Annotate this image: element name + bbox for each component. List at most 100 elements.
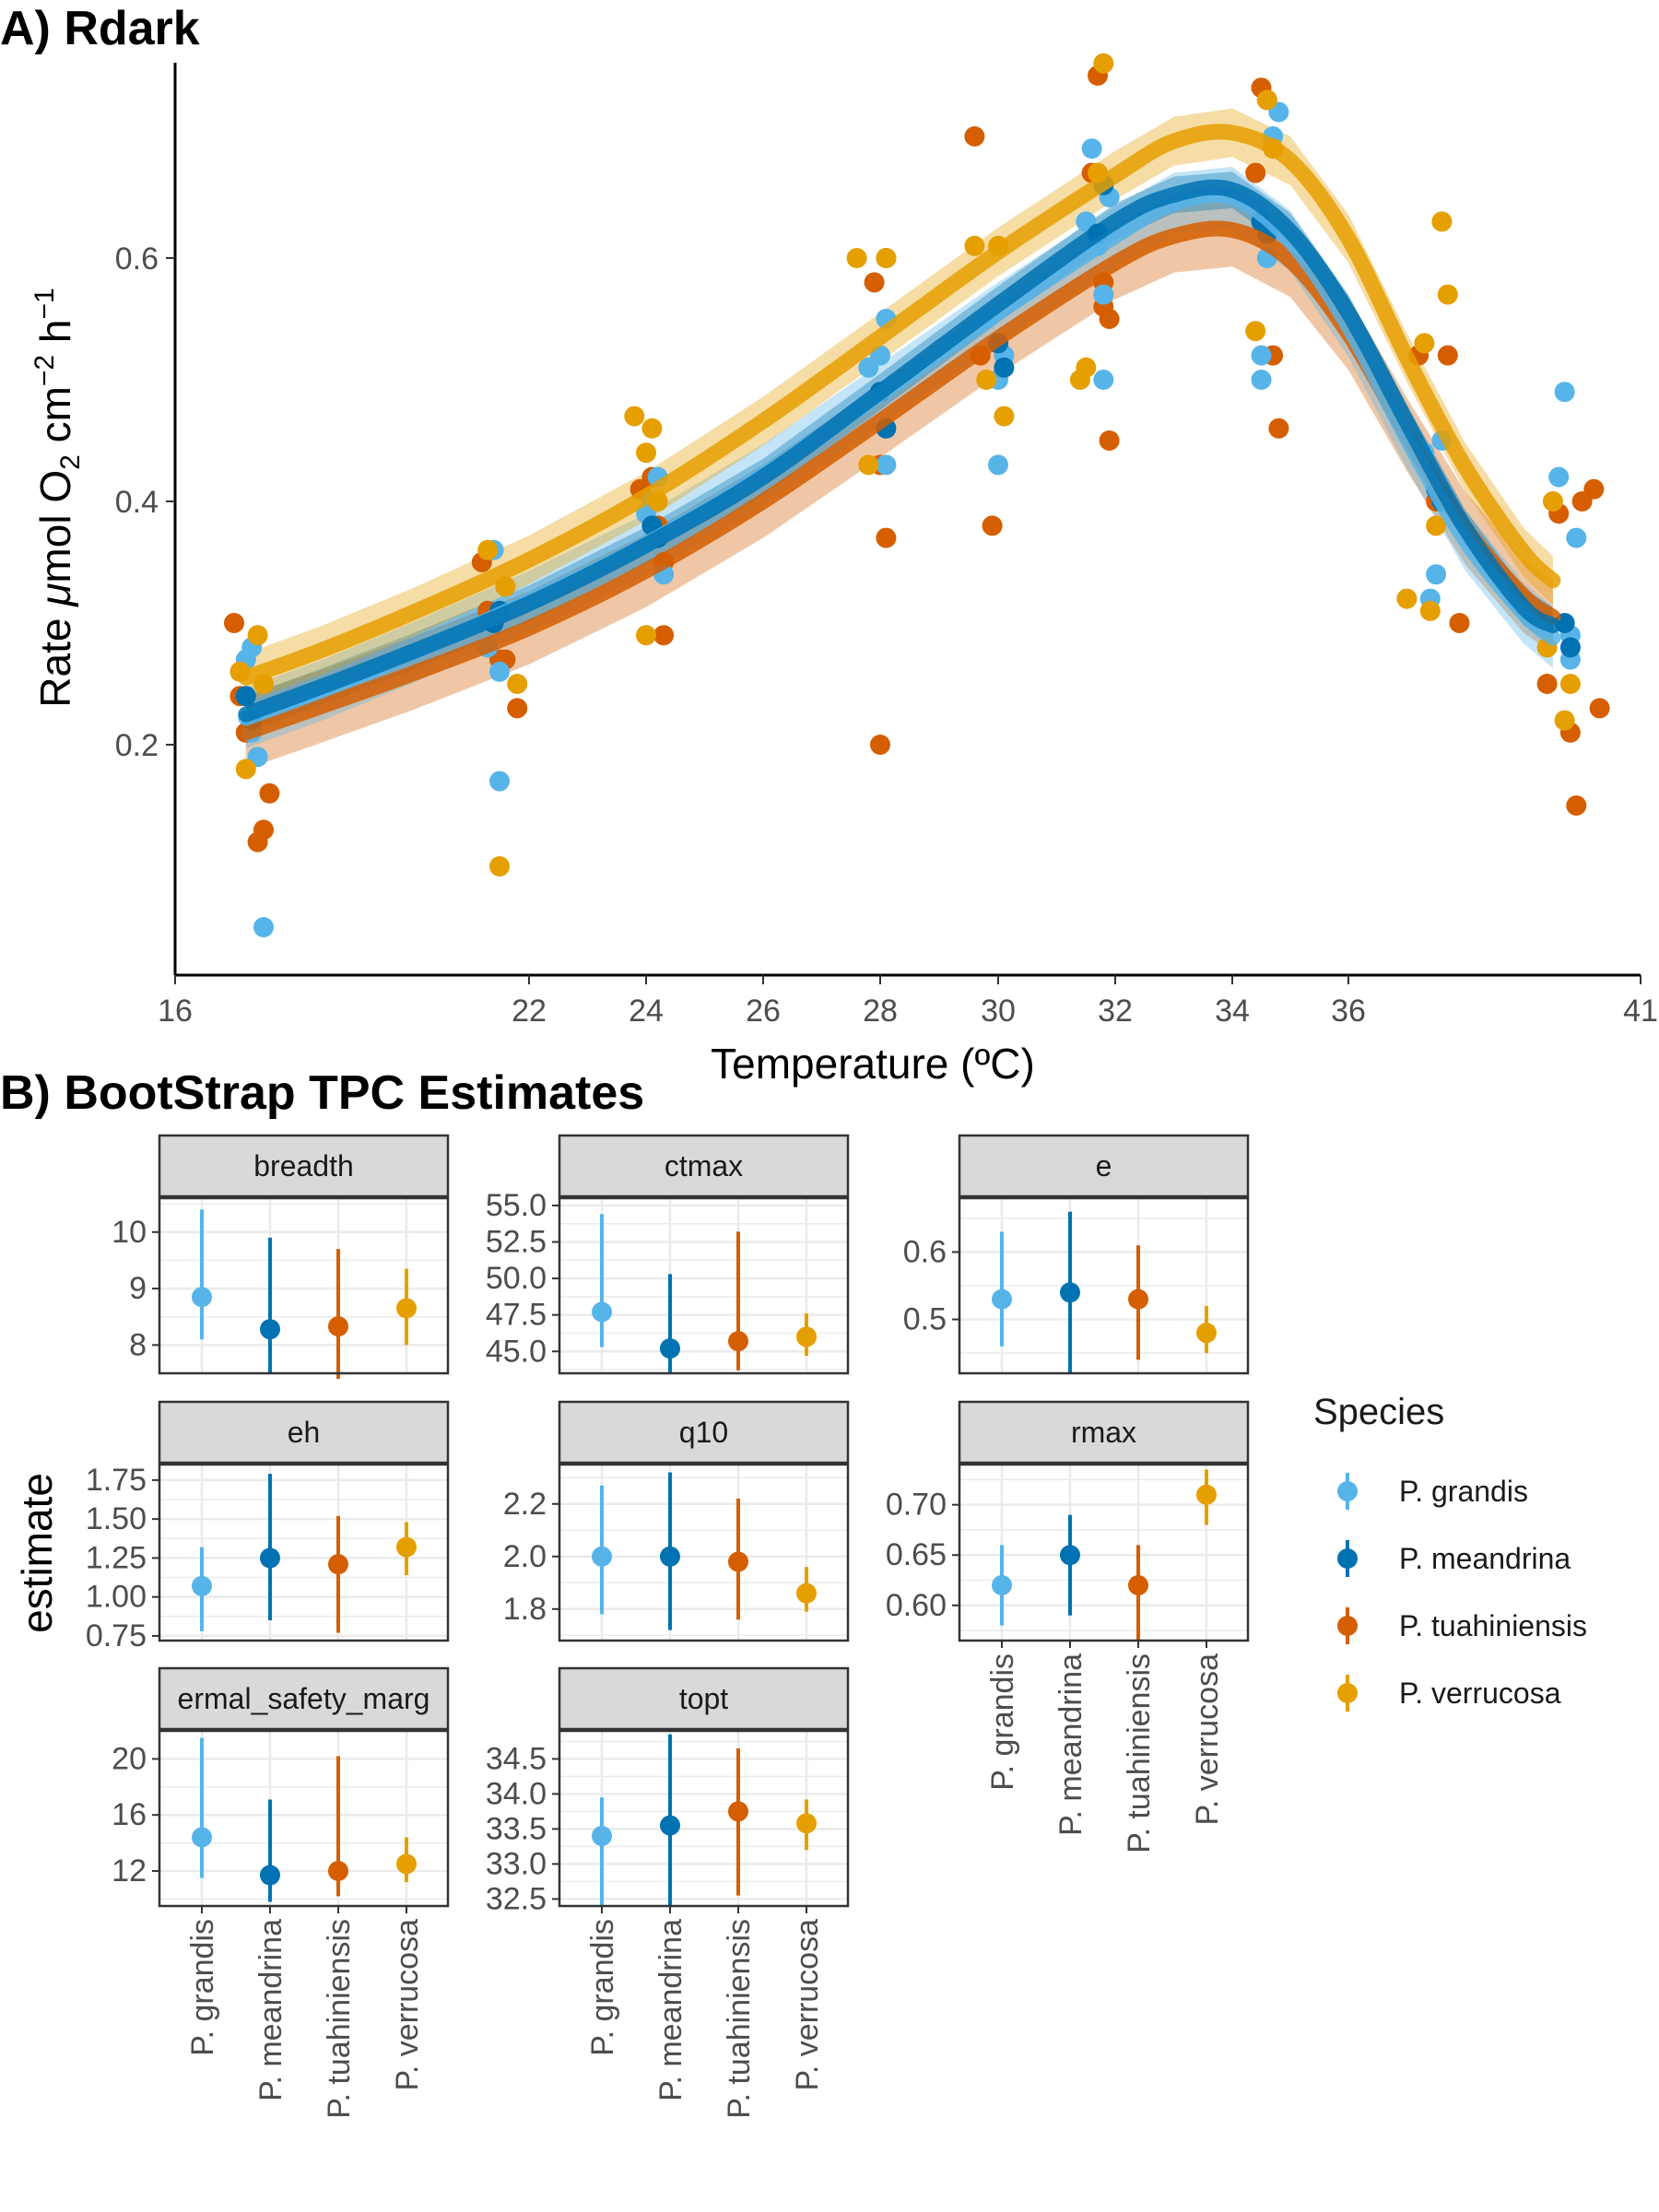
confidence-band-meandrina <box>245 171 1553 733</box>
legend-item-grandis: P. grandis <box>1337 1473 1528 1510</box>
data-point-grandis <box>1093 284 1114 305</box>
confidence-band-verrucosa <box>245 108 1553 702</box>
x-tick-label: P. grandis <box>585 1919 620 2056</box>
y-tick-label: 2.2 <box>503 1487 547 1522</box>
estimate-point-grandis <box>992 1288 1012 1310</box>
data-point-grandis <box>253 917 274 937</box>
x-tick-label: 30 <box>981 994 1016 1029</box>
y-tick-label: 52.5 <box>486 1225 547 1260</box>
estimate-point-tuahiniensis <box>728 1551 748 1572</box>
facet-breadth: breadth 8 9 10 <box>112 1134 450 1380</box>
data-point-verrucosa <box>964 235 985 256</box>
estimate-point-tuahiniensis <box>328 1861 348 1881</box>
data-point-verrucosa <box>1245 321 1266 342</box>
facet-strip <box>558 1134 850 1198</box>
bootstrap-estimates-facets: breadth 8 9 10 ctmax 45.047.550.052.555.0 e 0.5… <box>86 1134 1250 2119</box>
data-point-grandis <box>489 661 510 682</box>
estimate-point-meandrina <box>260 1319 280 1340</box>
x-tick-label: P. tuahiniensis <box>1122 1653 1157 1853</box>
legend-item-meandrina: P. meandrina <box>1337 1540 1571 1577</box>
data-point-verrucosa <box>994 406 1015 427</box>
legend-key-point <box>1337 1616 1358 1636</box>
facet-border <box>958 1463 1250 1642</box>
data-point-verrucosa <box>1542 491 1563 512</box>
y-tick-label: 9 <box>129 1271 147 1306</box>
facet-strip <box>558 1400 850 1465</box>
data-point-tuahiniensis <box>253 819 274 841</box>
facet-q10: q10 1.8 2.0 2.2 <box>503 1400 850 1642</box>
data-point-tuahiniensis <box>1566 795 1587 816</box>
fit-curves <box>238 124 1561 741</box>
legend-title: Species <box>1313 1392 1444 1432</box>
legend-label: P. verrucosa <box>1399 1677 1561 1710</box>
facet-y-axis-title: estimate <box>13 1473 61 1633</box>
data-point-tuahiniensis <box>1099 309 1120 329</box>
y-tick-label: 0.6 <box>903 1234 947 1269</box>
y-tick-label: 34.0 <box>486 1776 547 1811</box>
data-point-tuahiniensis <box>876 527 897 548</box>
facet-strip-label: ermal_safety_marg <box>178 1682 430 1715</box>
y-tick-label: 0.75 <box>86 1618 147 1653</box>
x-tick-label: P. grandis <box>985 1653 1020 1791</box>
y-tick-label: 8 <box>129 1327 147 1362</box>
estimate-point-meandrina <box>1060 1545 1080 1566</box>
data-point-meandrina <box>1559 637 1581 658</box>
legend-key-point <box>1337 1481 1358 1501</box>
y-tick-label: 16 <box>112 1797 147 1832</box>
facet-strip <box>158 1666 450 1731</box>
x-tick-label: 41 <box>1623 994 1658 1029</box>
x-tick-label: 34 <box>1215 994 1250 1029</box>
facet-strip <box>958 1400 1250 1465</box>
data-point-grandis <box>1093 370 1114 390</box>
facet-border <box>158 1463 450 1642</box>
data-point-tuahiniensis <box>507 698 528 719</box>
data-point-tuahiniensis <box>1268 418 1289 439</box>
facet-strip <box>158 1400 450 1465</box>
data-point-verrucosa <box>1554 710 1575 731</box>
y-axis-ticks: 0.2 0.4 0.6 <box>115 241 175 763</box>
estimate-point-tuahiniensis <box>1128 1288 1148 1310</box>
estimate-point-meandrina <box>260 1547 280 1569</box>
estimate-point-grandis <box>192 1827 212 1848</box>
estimate-point-verrucosa <box>396 1536 417 1558</box>
data-point-tuahiniensis <box>982 515 1003 536</box>
data-point-verrucosa <box>1426 515 1447 536</box>
facet-border <box>158 1729 450 1908</box>
estimate-point-verrucosa <box>396 1853 417 1875</box>
data-point-verrucosa <box>489 856 510 877</box>
y-tick-label: 0.4 <box>115 485 159 520</box>
data-point-grandis <box>988 454 1008 476</box>
estimate-point-tuahiniensis <box>328 1316 348 1337</box>
panel-b-title: B) BootStrap TPC Estimates <box>0 1066 644 1120</box>
legend-item-tuahiniensis: P. tuahiniensis <box>1337 1607 1587 1644</box>
x-tick-label: P. meandrina <box>653 1919 688 2101</box>
facet-strip-label: ctmax <box>665 1149 743 1182</box>
x-tick-label: P. tuahiniensis <box>322 1919 357 2119</box>
y-tick-label: 45.0 <box>486 1334 547 1369</box>
facet-border <box>558 1196 850 1375</box>
estimate-point-grandis <box>992 1574 1012 1595</box>
data-point-verrucosa <box>1419 600 1441 621</box>
estimate-point-grandis <box>192 1575 212 1596</box>
data-point-tuahiniensis <box>259 782 280 804</box>
y-tick-label: 10 <box>112 1215 147 1250</box>
estimate-point-grandis <box>592 1301 612 1323</box>
y-tick-label: 33.5 <box>486 1811 547 1846</box>
data-point-verrucosa <box>636 442 656 464</box>
facet-strip-label: e <box>1096 1149 1112 1182</box>
data-point-verrucosa <box>507 674 528 694</box>
confidence-band-tuahiniensis <box>245 194 1553 770</box>
estimate-point-tuahiniensis <box>728 1801 748 1822</box>
y-tick-label: 47.5 <box>486 1298 547 1333</box>
estimate-point-meandrina <box>660 1546 680 1567</box>
y-tick-label: 0.5 <box>903 1302 947 1337</box>
data-point-verrucosa <box>858 454 879 476</box>
y-tick-label: 1.8 <box>503 1592 547 1627</box>
facet-border <box>958 1196 1250 1375</box>
data-point-grandis <box>1426 564 1447 585</box>
data-point-tuahiniensis <box>964 126 985 147</box>
data-point-tuahiniensis <box>653 625 675 646</box>
data-point-tuahiniensis <box>1583 478 1605 500</box>
fit-curve-verrucosa <box>238 124 1561 686</box>
